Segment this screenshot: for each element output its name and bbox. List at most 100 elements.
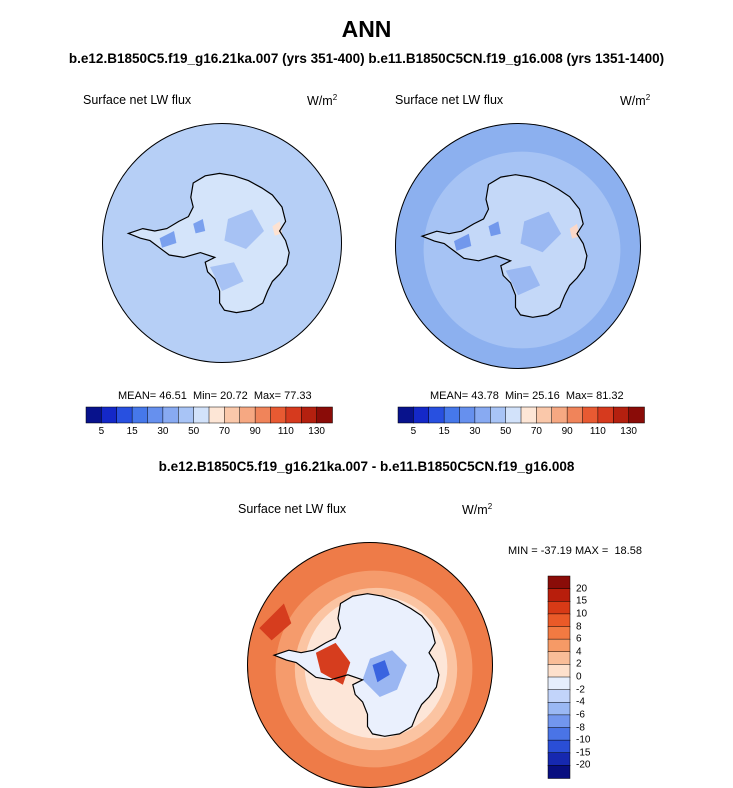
map-field bbox=[247, 542, 493, 788]
colorbar-box bbox=[547, 651, 571, 666]
field-warm-patch bbox=[569, 223, 580, 239]
colorbar-tick-label: 15 bbox=[438, 426, 450, 437]
colorbar-box bbox=[459, 406, 476, 424]
colorbar-box bbox=[520, 406, 538, 424]
field-land bbox=[128, 173, 290, 313]
colorbar-box bbox=[547, 626, 571, 640]
colorbar-box bbox=[224, 406, 241, 424]
field-dark-patch bbox=[193, 219, 206, 234]
colorbar-tick-label: -10 bbox=[576, 734, 591, 746]
colorbar-box bbox=[536, 406, 553, 424]
colorbar-box bbox=[301, 406, 318, 424]
coastline bbox=[272, 593, 440, 737]
left-panel-colorbar-ticks: 5 15 30 50 70 90 110 130 bbox=[86, 426, 332, 440]
colorbar-tick-label: 4 bbox=[576, 646, 582, 658]
colorbar-tick-label: 110 bbox=[277, 426, 294, 437]
colorbar-box bbox=[443, 406, 461, 424]
colorbar-tick-label: 90 bbox=[249, 426, 261, 437]
field-dark-patch bbox=[159, 231, 177, 248]
colorbar-tick-label: 5 bbox=[98, 426, 105, 437]
field-land bbox=[274, 593, 439, 737]
colorbar-box bbox=[85, 406, 103, 424]
colorbar-tick-label: 50 bbox=[188, 426, 200, 437]
colorbar-box bbox=[551, 406, 568, 424]
colorbar-box bbox=[547, 664, 571, 678]
field-patch bbox=[210, 262, 244, 291]
colorbar-box bbox=[547, 689, 571, 703]
difference-panel-stats: MIN = -37.19 MAX = 18.58 bbox=[508, 545, 642, 557]
colorbar-box bbox=[254, 406, 272, 424]
left-panel-colorbar bbox=[85, 406, 333, 424]
colorbar-tick-label: 5 bbox=[410, 426, 417, 437]
map-field bbox=[102, 123, 342, 363]
colorbar-box bbox=[270, 406, 287, 424]
colorbar-box bbox=[547, 702, 571, 716]
field-red-edge-patch bbox=[259, 603, 292, 641]
colorbar-tick-label: 2 bbox=[576, 658, 582, 670]
colorbar-box bbox=[178, 406, 195, 424]
colorbar-tick-label: 15 bbox=[576, 595, 588, 607]
colorbar-box bbox=[547, 765, 571, 779]
colorbar-box bbox=[131, 406, 149, 424]
colorbar-box bbox=[316, 406, 333, 424]
colorbar-box bbox=[613, 406, 630, 424]
field-dark-patch bbox=[454, 233, 472, 251]
right-panel-map bbox=[395, 123, 641, 369]
difference-panel-colorbar bbox=[547, 575, 571, 779]
colorbar-tick-label: 30 bbox=[469, 426, 481, 437]
colorbar-box bbox=[566, 406, 584, 424]
field-red-patch bbox=[315, 642, 351, 685]
colorbar-box bbox=[597, 406, 614, 424]
colorbar-box bbox=[547, 613, 571, 628]
main-title: ANN bbox=[341, 16, 392, 42]
colorbar-box bbox=[101, 406, 118, 424]
colorbar-tick-label: -6 bbox=[576, 709, 585, 721]
colorbar-box bbox=[239, 406, 256, 424]
colorbar-box bbox=[413, 406, 430, 424]
right-panel-colorbar bbox=[397, 406, 645, 424]
left-panel-stats: MEAN= 46.51 Min= 20.72 Max= 77.33 bbox=[118, 390, 312, 402]
field-patch bbox=[520, 211, 562, 253]
colorbar-box bbox=[285, 406, 302, 424]
field-deep-blue-patch bbox=[372, 660, 390, 683]
right-panel-colorbar-ticks: 5 15 30 50 70 90 110 130 bbox=[398, 426, 644, 440]
colorbar-tick-label: 10 bbox=[576, 608, 588, 620]
field-patch bbox=[505, 265, 541, 296]
right-panel-variable-label: Surface net LW flux bbox=[395, 93, 504, 107]
right-panel-units: W/m2 bbox=[620, 93, 651, 109]
colorbar-tick-label: -15 bbox=[576, 747, 591, 759]
colorbar-tick-label: 130 bbox=[620, 426, 637, 437]
colorbar-tick-label: 30 bbox=[157, 426, 169, 437]
field-warm-patch bbox=[272, 221, 282, 236]
left-panel-variable-label: Surface net LW flux bbox=[83, 93, 192, 107]
field-dark-patch bbox=[488, 221, 501, 237]
colorbar-box bbox=[547, 638, 571, 653]
colorbar-box bbox=[547, 575, 571, 590]
colorbar-tick-label: 110 bbox=[589, 426, 606, 437]
colorbar-box bbox=[547, 739, 571, 754]
colorbar-tick-label: 6 bbox=[576, 633, 582, 645]
colorbar-box bbox=[582, 406, 599, 424]
right-panel-stats: MEAN= 43.78 Min= 25.16 Max= 81.32 bbox=[430, 390, 624, 402]
colorbar-box bbox=[505, 406, 522, 424]
colorbar-tick-label: 20 bbox=[576, 583, 588, 595]
coastline bbox=[420, 174, 588, 318]
coastline bbox=[126, 172, 290, 314]
colorbar-box bbox=[547, 714, 571, 729]
map-border bbox=[102, 123, 342, 363]
difference-title: b.e12.B1850C5.f19_g16.21ka.007 - b.e11.B… bbox=[158, 459, 575, 474]
colorbar-box bbox=[193, 406, 210, 424]
colorbar-tick-label: 90 bbox=[561, 426, 573, 437]
colorbar-box bbox=[116, 406, 133, 424]
colorbar-tick-label: -2 bbox=[576, 684, 585, 696]
map-field bbox=[395, 123, 641, 369]
subtitle: b.e12.B1850C5.f19_g16.21ka.007 (yrs 351-… bbox=[68, 51, 665, 66]
colorbar-box bbox=[547, 752, 571, 767]
colorbar-box bbox=[490, 406, 507, 424]
difference-panel-colorbar-ticks: 20 15 10 8 6 4 2 0 -2 -4 -6 -8 -10 -15 -20 bbox=[576, 576, 606, 778]
colorbar-tick-label: 70 bbox=[530, 426, 542, 437]
colorbar-box bbox=[547, 676, 571, 691]
difference-panel-units: W/m2 bbox=[462, 502, 493, 518]
colorbar-box bbox=[474, 406, 491, 424]
left-panel-map bbox=[102, 123, 342, 363]
